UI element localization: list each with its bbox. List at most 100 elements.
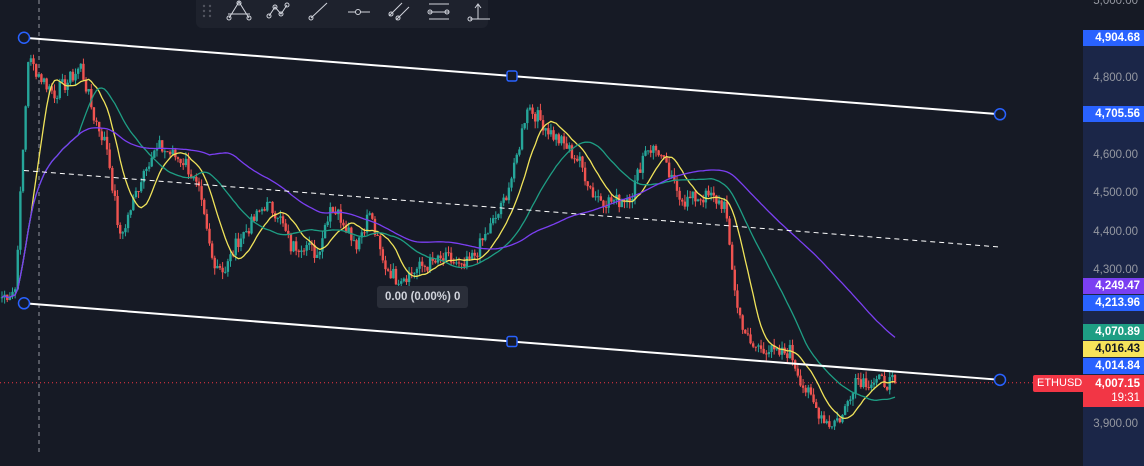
candle-body bbox=[683, 201, 687, 207]
candle-body bbox=[864, 378, 868, 388]
channel-mid-handle[interactable] bbox=[506, 70, 518, 82]
candle-body bbox=[820, 415, 823, 419]
candle-body bbox=[27, 62, 30, 107]
candle-body bbox=[394, 268, 398, 285]
horizontal-ray-icon[interactable] bbox=[346, 0, 372, 24]
candle-body bbox=[502, 197, 505, 203]
candle-body bbox=[203, 199, 206, 214]
candle-body bbox=[423, 265, 427, 267]
candle-body bbox=[224, 271, 227, 273]
channel-anchor-handle[interactable] bbox=[17, 31, 31, 45]
channel-mid-handle[interactable] bbox=[506, 335, 518, 348]
candle-body bbox=[142, 171, 146, 183]
candle-body bbox=[179, 158, 182, 164]
candle-body bbox=[216, 265, 219, 269]
candle-body bbox=[205, 213, 209, 229]
candle-body bbox=[292, 241, 295, 252]
candle-body bbox=[830, 426, 834, 428]
candle-body bbox=[507, 187, 511, 201]
long-position-icon[interactable] bbox=[466, 0, 492, 24]
elliott-wave-icon[interactable] bbox=[266, 0, 292, 24]
candle-body bbox=[602, 200, 605, 207]
candle-body bbox=[24, 106, 27, 150]
candle-body bbox=[744, 329, 747, 334]
candle-body bbox=[573, 158, 576, 160]
candle-body bbox=[644, 150, 647, 156]
candle-body bbox=[242, 231, 245, 239]
candle-body bbox=[111, 167, 114, 191]
candle-body bbox=[649, 150, 652, 153]
candle-body bbox=[836, 418, 839, 421]
candle-body bbox=[132, 197, 135, 211]
candle-body bbox=[717, 200, 721, 204]
candle-body bbox=[875, 379, 878, 383]
candle-body bbox=[360, 232, 364, 238]
candle-body bbox=[413, 272, 416, 274]
candle-body bbox=[704, 190, 708, 203]
candle-body bbox=[544, 128, 547, 131]
candle-body bbox=[76, 68, 80, 74]
candle-body bbox=[489, 223, 492, 234]
candle-body bbox=[50, 86, 54, 91]
candle-body bbox=[252, 216, 256, 221]
candle-body bbox=[284, 223, 287, 231]
candle-body bbox=[105, 136, 109, 150]
candle-body bbox=[610, 197, 613, 202]
candle-body bbox=[447, 252, 450, 254]
channel-anchor-handle[interactable] bbox=[17, 297, 31, 310]
candle-body bbox=[58, 82, 61, 98]
channel-anchor-handle[interactable] bbox=[993, 373, 1007, 387]
candle-body bbox=[29, 58, 33, 63]
candle-body bbox=[384, 260, 387, 270]
candle-body bbox=[491, 218, 495, 224]
moving-average-line bbox=[1, 87, 896, 401]
candle-body bbox=[778, 348, 781, 355]
candle-body bbox=[428, 257, 432, 271]
candle-body bbox=[888, 377, 891, 390]
candle-body bbox=[150, 157, 153, 167]
trend-line-icon[interactable] bbox=[306, 0, 332, 24]
candle-body bbox=[560, 136, 563, 144]
drag-handle-icon[interactable] bbox=[202, 0, 212, 24]
candle-body bbox=[126, 214, 130, 229]
candle-body bbox=[796, 368, 800, 376]
fib-retracement-icon[interactable] bbox=[426, 0, 452, 24]
candle-body bbox=[84, 79, 88, 92]
candle-body bbox=[660, 155, 663, 157]
candle-body bbox=[297, 250, 300, 252]
parallel-channel-icon[interactable] bbox=[386, 0, 412, 24]
candle-body bbox=[694, 191, 697, 202]
price-label: 4,249.47 bbox=[1083, 278, 1144, 295]
candle-body bbox=[163, 151, 167, 153]
candle-body bbox=[323, 225, 327, 239]
candle-body bbox=[302, 250, 306, 252]
candle-body bbox=[696, 199, 700, 202]
candle-body bbox=[478, 238, 482, 257]
xabcd-pattern-icon[interactable] bbox=[226, 0, 252, 24]
candle-body bbox=[176, 157, 180, 159]
candle-body bbox=[158, 140, 161, 149]
candle-body bbox=[266, 201, 269, 211]
channel-anchor-handle[interactable] bbox=[993, 108, 1007, 121]
candle-body bbox=[97, 121, 101, 132]
candle-body bbox=[326, 221, 329, 226]
candle-body bbox=[562, 136, 566, 144]
candle-body bbox=[397, 283, 400, 285]
price-axis[interactable]: 5,000.00 4,800.00 4,600.00 4,500.00 4,400.00… bbox=[1083, 0, 1144, 453]
candle-body bbox=[245, 231, 248, 233]
candle-body bbox=[709, 192, 713, 196]
candle-body bbox=[862, 378, 865, 388]
price-chart[interactable] bbox=[0, 0, 1083, 453]
candle-body bbox=[730, 244, 734, 270]
candle-body bbox=[510, 178, 513, 188]
candle-body bbox=[305, 245, 308, 251]
candle-body bbox=[263, 209, 266, 211]
candle-body bbox=[833, 420, 836, 427]
price-tick-label: 4,400.00 bbox=[1093, 225, 1138, 238]
candle-body bbox=[137, 190, 140, 192]
candle-body bbox=[589, 186, 592, 188]
candle-body bbox=[815, 402, 818, 408]
candle-body bbox=[268, 201, 272, 203]
candle-body bbox=[512, 162, 516, 179]
candle-body bbox=[313, 244, 316, 258]
